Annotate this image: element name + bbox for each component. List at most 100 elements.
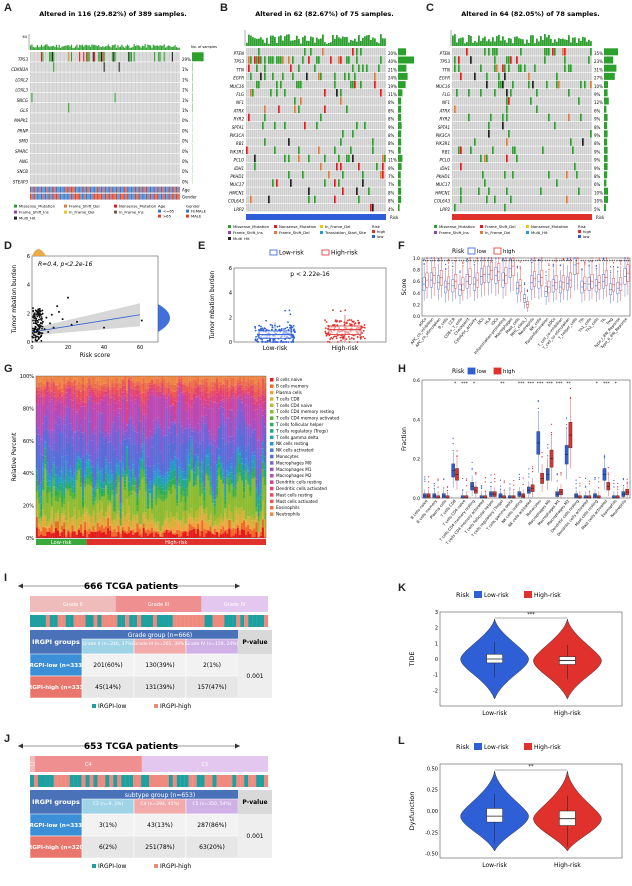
mutation-cell <box>500 179 502 187</box>
mutation-cell <box>95 103 97 113</box>
mutation-cell <box>117 113 119 123</box>
mutation-cell <box>352 121 354 130</box>
mutation-cell <box>572 130 574 138</box>
legend-swatch <box>64 210 67 214</box>
mutation-cell <box>250 187 252 195</box>
tmb-bar <box>139 46 141 50</box>
mutation-cell <box>548 154 550 163</box>
mutation-cell <box>35 62 37 72</box>
mutation-cell <box>42 103 44 113</box>
mutation-cell <box>143 154 145 164</box>
mutation-cell <box>246 121 248 130</box>
mutation-cell <box>150 92 152 103</box>
annotation-cell <box>150 193 152 200</box>
mutation-cell <box>512 171 514 179</box>
legend-swatch <box>186 209 189 213</box>
mutation-cell <box>324 187 326 195</box>
mutation-cell <box>75 164 77 174</box>
mutation-cell <box>306 64 308 72</box>
mutation-cell <box>32 154 34 164</box>
mutation-cell <box>348 203 350 212</box>
mutation-cell <box>117 164 119 174</box>
mutation-cell <box>462 154 464 163</box>
annotation-cell <box>55 186 58 193</box>
tmb-bar <box>81 44 83 50</box>
mutation-cell <box>252 105 254 113</box>
mutation-cell <box>556 64 558 72</box>
mutation-cell <box>175 113 178 123</box>
mutation-cell <box>340 146 342 154</box>
mutation-cell <box>454 179 456 187</box>
annotation-cell <box>175 186 178 193</box>
mutation-cell <box>102 164 104 174</box>
scatter-point <box>61 318 64 321</box>
annotation-cell <box>129 193 131 200</box>
tmb-bar <box>338 37 340 46</box>
mutation-cell <box>482 179 484 187</box>
mutation-cell <box>538 195 540 204</box>
mutation-cell <box>282 171 284 179</box>
mutation-cell <box>163 174 165 184</box>
mutation-cell <box>133 174 135 184</box>
tmb-bar <box>36 44 38 50</box>
mutation-cell <box>278 105 280 113</box>
mutation-cell <box>50 164 52 174</box>
tmb-bar <box>79 44 81 50</box>
gene-freq-bar <box>398 171 401 179</box>
mutation-cell <box>290 56 292 64</box>
mutation-cell <box>312 187 314 195</box>
mutation-cell <box>590 146 592 154</box>
mutation-cell <box>280 121 282 130</box>
mutation-cell <box>514 146 516 154</box>
gene-freq-bar <box>398 81 406 89</box>
annotation-cell <box>91 186 93 193</box>
mutation-cell <box>174 72 176 82</box>
mutation-cell <box>49 123 51 133</box>
mutation-cell <box>312 162 314 171</box>
mutation-cell <box>590 187 592 195</box>
mutation-cell <box>109 52 111 62</box>
legend-label: In_Frame_Ins <box>119 210 144 215</box>
annotation-cell <box>113 193 115 200</box>
mutation-cell <box>380 97 382 105</box>
mutation-cell <box>520 89 522 97</box>
gene-freq-bar <box>398 204 400 212</box>
mutation-cell <box>518 171 520 179</box>
mutation-cell <box>268 179 270 187</box>
mutation-cell <box>152 92 154 103</box>
mutation-cell <box>568 72 570 81</box>
mutation-cell <box>110 164 112 174</box>
mutation-cell <box>296 187 298 195</box>
mutation-cell <box>516 187 518 195</box>
mutation-cell <box>256 146 258 154</box>
mutation-cell <box>384 56 386 64</box>
tmb-bar <box>336 35 338 46</box>
mutation-cell <box>272 162 274 171</box>
mutation-cell <box>510 203 512 212</box>
mutation-cell <box>139 103 141 113</box>
mutation-cell <box>266 105 268 113</box>
mutation-cell <box>43 133 45 144</box>
mutation-cell <box>113 133 115 144</box>
mutation-cell <box>576 72 578 81</box>
mutation-cell <box>498 146 500 154</box>
mutation-cell <box>376 89 378 97</box>
mutation-cell <box>512 138 514 146</box>
mutation-cell <box>258 162 260 171</box>
mutation-cell <box>135 82 137 93</box>
mutation-cell <box>514 113 516 122</box>
mutation-cell <box>572 154 574 163</box>
annotation-cell <box>140 186 142 193</box>
mutation-cell <box>556 80 558 89</box>
mutation-cell <box>270 97 272 105</box>
mutation-cell <box>92 154 94 164</box>
tmb-bar <box>286 34 288 46</box>
mutation-cell <box>137 52 139 62</box>
mutation-cell <box>572 138 574 146</box>
mutation-cell <box>376 56 378 64</box>
annotation-cell <box>103 186 105 193</box>
mutation-cell <box>252 97 254 105</box>
mutation-cell <box>558 121 560 130</box>
tmb-bar <box>42 46 44 50</box>
risk-label: Risk <box>390 215 399 220</box>
